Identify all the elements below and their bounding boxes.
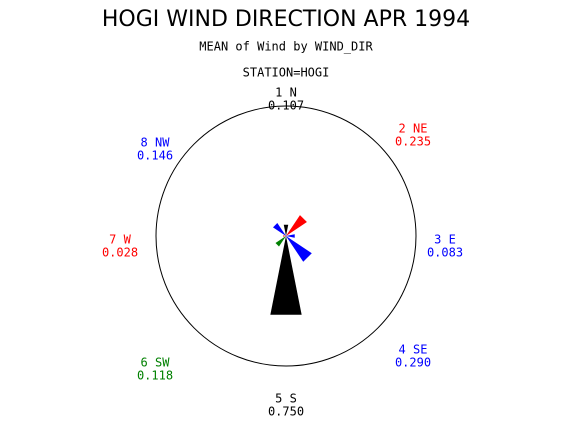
wedge: [275, 236, 286, 247]
value-label: 0.028: [102, 246, 138, 260]
category-label: 6 SW: [141, 356, 171, 370]
category-label: 7 W: [109, 233, 131, 247]
category-label: 1 N: [275, 86, 297, 100]
wedge: [283, 224, 289, 236]
value-label: 0.118: [137, 369, 173, 383]
value-label: 0.146: [137, 149, 173, 163]
category-label: 4 SE: [399, 343, 428, 357]
category-label: 3 E: [434, 233, 456, 247]
chart-subtitle: MEAN of Wind by WIND_DIR: [199, 40, 373, 54]
frame-circle: [155, 105, 417, 367]
category-label: 2 NE: [399, 122, 428, 136]
value-label: 0.290: [395, 356, 431, 370]
wedge: [273, 223, 286, 236]
category-label: 5 S: [275, 392, 297, 406]
value-label: 0.083: [427, 246, 463, 260]
value-label: 0.107: [268, 99, 304, 113]
wedge: [283, 235, 286, 237]
wedge: [270, 236, 302, 315]
group-label: STATION=HOGI: [243, 66, 330, 80]
value-label: 0.235: [395, 135, 431, 149]
wedge: [286, 215, 307, 236]
category-label: 8 NW: [141, 136, 171, 150]
wedge: [286, 234, 295, 238]
value-label: 0.750: [268, 405, 304, 419]
wedge: [286, 236, 312, 262]
chart-title: HOGI WIND DIRECTION APR 1994: [102, 7, 470, 32]
